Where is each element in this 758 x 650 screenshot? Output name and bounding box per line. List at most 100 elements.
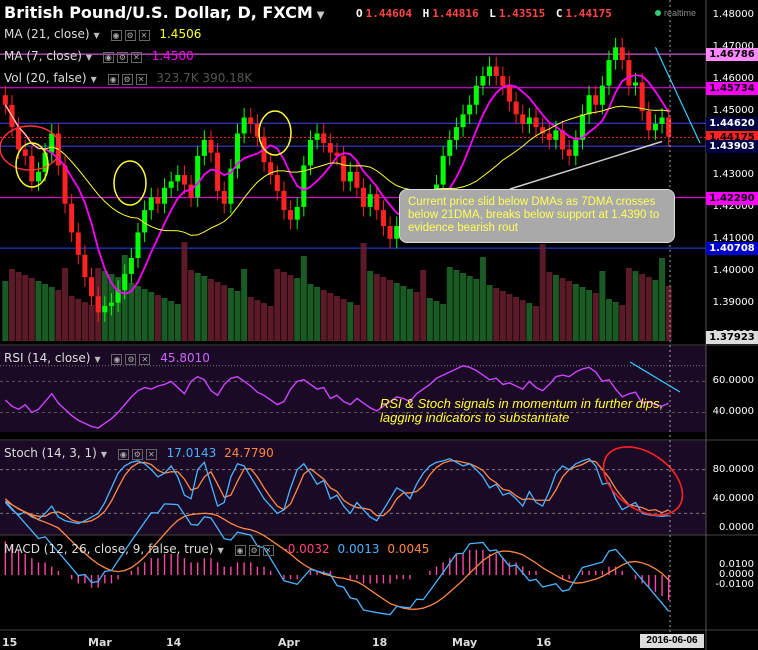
- volume-bar: [466, 276, 473, 341]
- candle-body: [586, 95, 592, 115]
- legend-ma21[interactable]: MA (21, close) ▼ ◉ ⚙ ✕ 1.4506: [4, 27, 201, 41]
- gear-icon[interactable]: ⚙: [121, 74, 133, 85]
- chevron-down-icon[interactable]: ▼: [90, 75, 97, 84]
- gear-icon[interactable]: ⚙: [125, 354, 137, 365]
- close-icon[interactable]: ✕: [139, 354, 151, 365]
- candle-body: [639, 82, 645, 112]
- legend-stoch[interactable]: Stoch (14, 3, 1) ▼ ◉ ⚙ ✕ 17.0143 24.7790: [4, 446, 274, 460]
- ma7-line: [4, 74, 670, 296]
- title-dropdown-icon[interactable]: ▼: [316, 10, 325, 21]
- ma21-line: [4, 104, 669, 236]
- volume-bar: [22, 275, 29, 341]
- close-icon[interactable]: ✕: [262, 545, 274, 556]
- price-tick-label: 1.39000: [712, 296, 754, 308]
- gear-icon[interactable]: ⚙: [248, 545, 260, 556]
- chart-title[interactable]: British Pound/U.S. Dollar, D, FXCM ▼: [4, 3, 324, 22]
- candle-body: [221, 190, 227, 204]
- ohlc-high-value: 1.44816: [432, 7, 479, 20]
- macd-signal-line: [4, 500, 670, 610]
- candle-body: [487, 66, 493, 77]
- volume-bar: [460, 273, 467, 341]
- volume-bar: [446, 267, 453, 341]
- ohlc-low-value: 1.43515: [498, 7, 546, 20]
- candle-body: [520, 114, 526, 124]
- volume-bar: [479, 257, 486, 341]
- eye-icon[interactable]: ◉: [110, 30, 122, 41]
- stoch-k-line: [4, 457, 669, 525]
- price-tag: 1.45734: [706, 81, 758, 95]
- candle-body: [142, 210, 148, 233]
- legend-stoch-d: 24.7790: [224, 446, 274, 460]
- volume-bar: [287, 275, 294, 341]
- candle-body: [500, 76, 506, 86]
- candle-body: [122, 273, 128, 290]
- volume-bar: [8, 269, 15, 341]
- gear-icon[interactable]: ⚙: [116, 52, 128, 63]
- volume-bar: [592, 293, 599, 341]
- candle-body: [188, 184, 194, 198]
- volume-bar: [433, 301, 440, 341]
- volume-bar: [300, 256, 307, 341]
- legend-macd-v2: 0.0013: [337, 542, 380, 556]
- volume-bar: [75, 299, 82, 341]
- chevron-down-icon[interactable]: ▼: [85, 53, 93, 62]
- close-icon[interactable]: ✕: [145, 449, 157, 460]
- volume-bar: [221, 285, 228, 341]
- eye-icon[interactable]: ◉: [102, 52, 114, 63]
- volume-bar: [413, 292, 420, 341]
- candle-body: [195, 155, 201, 198]
- volume-bar: [334, 296, 340, 341]
- close-icon[interactable]: ✕: [130, 52, 142, 63]
- eye-icon[interactable]: ◉: [111, 354, 123, 365]
- volume-bar: [400, 286, 407, 341]
- candle-body: [228, 168, 234, 204]
- chevron-down-icon[interactable]: ▼: [100, 450, 107, 459]
- candle-body: [632, 82, 639, 86]
- close-icon[interactable]: ✕: [138, 30, 150, 41]
- volume-bar: [28, 278, 35, 341]
- stoch-tick-label: 80.0000: [712, 463, 754, 475]
- legend-macd[interactable]: MACD (12, 26, close, 9, false, true) ▼ ◉ ⚙…: [4, 542, 429, 556]
- chevron-down-icon[interactable]: ▼: [94, 355, 101, 364]
- volume-bar: [55, 290, 62, 341]
- chevron-down-icon[interactable]: ▼: [217, 546, 224, 555]
- legend-ma7[interactable]: MA (7, close) ▼ ◉ ⚙ ✕ 1.4500: [4, 49, 194, 63]
- eye-icon[interactable]: ◉: [234, 545, 246, 556]
- gear-icon[interactable]: ⚙: [131, 449, 143, 460]
- volume-bar: [168, 301, 175, 341]
- eye-icon[interactable]: ◉: [107, 74, 119, 85]
- legend-stoch-k: 17.0143: [166, 446, 217, 460]
- volume-bar: [546, 272, 553, 341]
- candle-body: [108, 302, 114, 306]
- volume-bar: [280, 272, 287, 341]
- price-tag: 1.44620: [706, 117, 758, 131]
- eye-icon[interactable]: ◉: [117, 449, 129, 460]
- candle-body: [75, 232, 81, 255]
- volume-bar: [639, 274, 646, 341]
- gear-icon[interactable]: ⚙: [124, 30, 136, 41]
- price-tag: 1.42290: [706, 191, 758, 205]
- legend-volume[interactable]: Vol (20, false) ▼ ◉ ⚙ ✕ 323.7K 390.18K: [4, 71, 252, 85]
- candle-body: [82, 254, 88, 278]
- highlight-circle: [0, 125, 61, 171]
- close-icon[interactable]: ✕: [135, 74, 147, 85]
- volume-bar: [161, 298, 168, 341]
- candle-body: [35, 171, 42, 182]
- volume-bar: [406, 289, 413, 341]
- candle-body: [387, 226, 393, 239]
- volume-bar: [499, 291, 506, 341]
- x-axis-label: May: [452, 636, 478, 649]
- candle-body: [467, 104, 473, 115]
- volume-bar: [579, 287, 586, 341]
- highlight-circle: [258, 110, 292, 156]
- volume-bar: [2, 281, 9, 341]
- candle-body: [540, 127, 546, 134]
- ohlc-open-value: 1.44604: [365, 7, 412, 20]
- highlight-circle: [113, 160, 147, 206]
- volume-bar: [48, 287, 55, 341]
- volume-bar: [586, 290, 593, 341]
- volume-bar: [440, 304, 447, 341]
- volume-bar: [274, 269, 281, 341]
- chevron-down-icon[interactable]: ▼: [93, 31, 100, 40]
- legend-rsi[interactable]: RSI (14, close) ▼ ◉ ⚙ ✕ 45.8010: [4, 351, 210, 365]
